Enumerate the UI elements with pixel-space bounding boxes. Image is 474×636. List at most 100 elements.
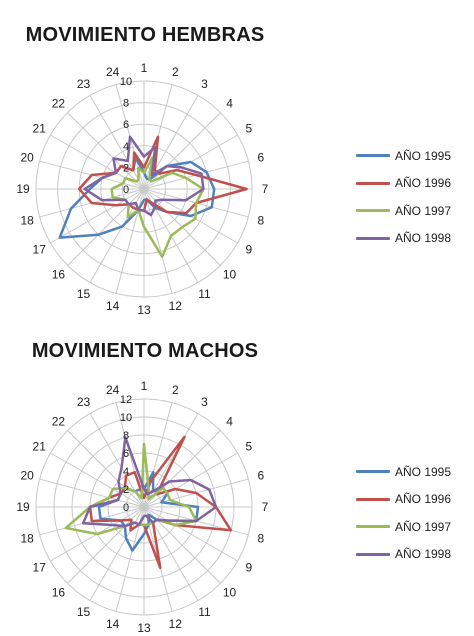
category-label: 24 [106, 383, 120, 397]
category-label: 23 [77, 395, 91, 409]
legend-item: AÑO 1995 [356, 142, 451, 170]
category-label: 2 [172, 65, 179, 79]
grid-spoke [67, 430, 145, 508]
grid-spoke [143, 112, 221, 190]
category-label: 4 [226, 96, 233, 110]
category-label: 9 [245, 243, 252, 257]
category-label: 11 [198, 287, 211, 301]
legend-item: AÑO 1996 [356, 170, 451, 198]
category-label: 20 [20, 469, 34, 483]
legend-label: AÑO 1996 [395, 176, 452, 191]
legend-label: AÑO 1997 [395, 203, 452, 218]
series-line-4 [81, 436, 218, 528]
category-label: 18 [20, 531, 34, 545]
legend: AÑO 1995 AÑO 1996 AÑO 1997 AÑO 1998 [356, 458, 451, 568]
category-label: 2 [172, 383, 179, 397]
grid-spoke [39, 478, 145, 508]
chart-machos: MOVIMIENTO MACHOS 1 2 3 4 5 6 7 8 9 10 11 12 13 14 15 1… [0, 330, 474, 636]
legend-swatch [356, 236, 390, 240]
category-label: 5 [245, 122, 252, 136]
legend-swatch [356, 209, 390, 213]
legend-label: AÑO 1996 [395, 492, 452, 507]
category-label: 7 [262, 500, 269, 514]
category-label: 10 [223, 586, 237, 600]
tick-label: 2 [123, 484, 129, 496]
legend-label: AÑO 1995 [395, 464, 452, 479]
category-label: 3 [201, 395, 208, 409]
radar-plot: 1 234567891011121314151617181920212223240… [16, 379, 269, 635]
category-label: 23 [77, 77, 91, 91]
category-label: 14 [106, 299, 120, 313]
legend-item: AÑO 1998 [356, 225, 451, 253]
radar-plot: 1 234567891011121314151617181920212223240… [16, 61, 268, 317]
tick-label: 4 [123, 466, 129, 478]
category-label: 6 [258, 151, 265, 165]
chart-hembras: MOVIMIENTO HEMBRAS 1 2 3 4 5 6 7 8 9 10 11 12 13 14 15… [16, 24, 451, 317]
tick-label: 10 [120, 412, 132, 424]
category-label: 16 [52, 268, 66, 282]
category-label: 22 [52, 96, 66, 110]
tick-label: 0 [123, 184, 129, 196]
category-label: 16 [52, 586, 66, 600]
category-label: 3 [201, 77, 208, 91]
category-label: 17 [33, 243, 47, 257]
legend-swatch [356, 181, 390, 185]
legend-item: AÑO 1997 [356, 513, 451, 541]
category-label: 12 [169, 617, 183, 631]
category-label: 17 [33, 561, 47, 575]
category-label: 8 [258, 213, 265, 227]
category-label: 22 [52, 414, 66, 428]
category-label: 13 [137, 303, 151, 317]
category-label: 4 [226, 414, 233, 428]
tick-label: 12 [120, 394, 132, 406]
category-label: 9 [245, 561, 252, 575]
legend-item: AÑO 1997 [356, 197, 451, 225]
legend-item: AÑO 1998 [356, 541, 451, 569]
category-label: 18 [20, 213, 34, 227]
grid-spoke [143, 188, 173, 294]
legend-item: AÑO 1996 [356, 486, 451, 514]
category-label: 11 [198, 605, 211, 619]
tick-label: 8 [123, 430, 129, 442]
legend-swatch [356, 154, 390, 158]
tick-label: 4 [123, 141, 129, 153]
legend-label: AÑO 1998 [395, 231, 452, 246]
grid-spoke [67, 112, 145, 190]
series-line-3 [110, 156, 205, 259]
series-line-4 [83, 135, 205, 217]
category-label: 20 [20, 151, 34, 165]
grid-spoke [50, 452, 145, 508]
chart-title: MOVIMIENTO HEMBRAS [25, 24, 265, 46]
grid-spoke [143, 506, 238, 562]
category-label: 15 [77, 287, 91, 301]
category-label: 14 [106, 617, 120, 631]
series-line-3 [64, 442, 198, 536]
category-label: 12 [169, 299, 183, 313]
tick-label: 10 [120, 76, 132, 88]
legend-swatch [356, 497, 390, 501]
legend-swatch [356, 470, 390, 474]
category-label: 19 [16, 182, 30, 196]
legend-swatch [356, 525, 390, 529]
grid-spoke [89, 95, 145, 190]
grid-spoke [50, 188, 145, 244]
grid-spoke [89, 188, 145, 283]
tick-label: 6 [123, 119, 129, 131]
category-label: 1 [141, 61, 148, 75]
category-label: 21 [33, 122, 47, 136]
category-label: 1 [141, 379, 148, 393]
category-label: 19 [16, 500, 30, 514]
tick-label: 8 [123, 98, 129, 110]
category-label: 8 [258, 531, 265, 545]
category-label: 21 [33, 440, 47, 454]
grid-spoke [67, 188, 145, 266]
series-line-2 [77, 135, 248, 215]
legend-swatch [356, 552, 390, 556]
legend-label: AÑO 1998 [395, 547, 452, 562]
legend: AÑO 1995 AÑO 1996 AÑO 1997 AÑO 1998 [356, 142, 451, 252]
category-label: 15 [77, 605, 91, 619]
category-label: 24 [106, 65, 120, 79]
legend-label: AÑO 1997 [395, 519, 452, 534]
chart-title: MOVIMIENTO MACHOS [31, 340, 259, 362]
category-label: 5 [245, 440, 252, 454]
